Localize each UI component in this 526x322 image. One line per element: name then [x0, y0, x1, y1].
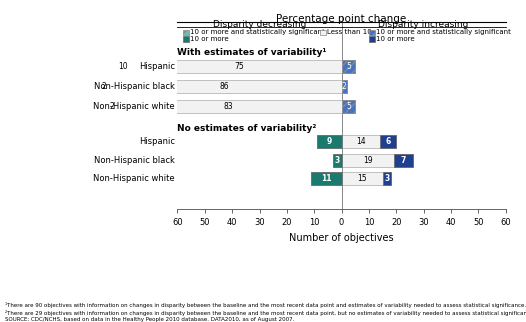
Text: 9: 9 [327, 137, 332, 146]
Text: Hispanic: Hispanic [139, 137, 175, 146]
Bar [183, 36, 189, 42]
Text: Disparity decreasing: Disparity decreasing [213, 20, 306, 29]
Bar [333, 154, 341, 167]
Text: 6: 6 [386, 137, 391, 146]
Text: Disparity increasing: Disparity increasing [378, 20, 469, 29]
Bar [382, 173, 391, 185]
Bar [101, 80, 106, 93]
Bar [109, 60, 355, 73]
Bar [341, 100, 355, 113]
Bar [369, 30, 375, 35]
X-axis label: Number of objectives: Number of objectives [289, 232, 394, 242]
Text: With estimates of variability¹: With estimates of variability¹ [177, 48, 327, 57]
Bar [109, 60, 136, 73]
Text: 11: 11 [321, 175, 332, 184]
Text: 15: 15 [357, 175, 367, 184]
Text: Percentage point change: Percentage point change [277, 14, 407, 24]
Bar [109, 100, 115, 113]
Bar [317, 135, 396, 148]
Text: 10: 10 [118, 62, 128, 71]
Text: 10 or more: 10 or more [190, 36, 228, 42]
Bar [317, 135, 341, 148]
Text: Non-Hispanic white: Non-Hispanic white [93, 102, 175, 111]
Bar [320, 30, 326, 35]
Bar [183, 30, 189, 35]
Text: 75: 75 [234, 62, 244, 71]
Text: 5: 5 [346, 102, 351, 111]
Text: 2: 2 [342, 82, 347, 91]
Text: 86: 86 [219, 82, 229, 91]
Text: 2: 2 [101, 82, 106, 91]
Bar [341, 80, 347, 93]
Text: Non-Hispanic black: Non-Hispanic black [94, 82, 175, 91]
Text: 19: 19 [363, 156, 372, 165]
Text: 14: 14 [356, 137, 366, 146]
Text: Non-Hispanic white: Non-Hispanic white [93, 175, 175, 184]
Text: Hispanic: Hispanic [139, 62, 175, 71]
Bar [369, 36, 375, 42]
Bar [101, 80, 347, 93]
Text: Non-Hispanic black: Non-Hispanic black [94, 156, 175, 165]
Text: 10 or more and statistically significant: 10 or more and statistically significant [190, 29, 325, 35]
Bar [380, 135, 396, 148]
Bar [109, 100, 355, 113]
Text: 5: 5 [346, 62, 351, 71]
Text: 3: 3 [384, 175, 389, 184]
Bar [311, 173, 391, 185]
Text: 7: 7 [400, 156, 406, 165]
Text: 10 or more and statistically significant: 10 or more and statistically significant [376, 29, 511, 35]
Text: No estimates of variability²: No estimates of variability² [177, 124, 317, 133]
Bar [311, 173, 341, 185]
Text: 3: 3 [335, 156, 340, 165]
Text: 83: 83 [223, 102, 233, 111]
Bar [393, 154, 413, 167]
Text: 10 or more: 10 or more [376, 36, 414, 42]
Bar [341, 60, 355, 73]
Text: ¹There are 90 objectives with information on changes in disparity between the ba: ¹There are 90 objectives with informatio… [5, 302, 526, 322]
Text: Less than 10: Less than 10 [327, 29, 371, 35]
Bar [333, 154, 413, 167]
Text: 2: 2 [109, 102, 114, 111]
